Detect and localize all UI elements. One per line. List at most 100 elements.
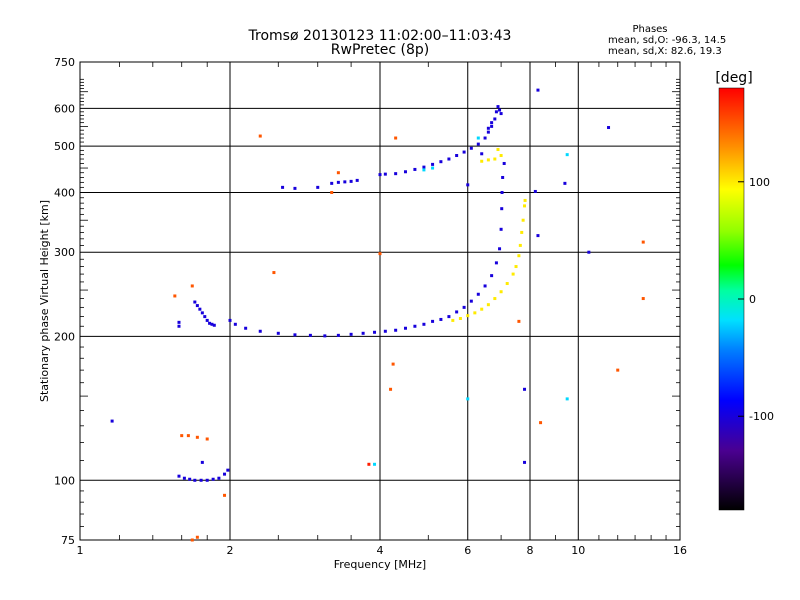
data-point	[199, 478, 203, 482]
data-point	[499, 112, 503, 116]
data-point	[258, 329, 262, 333]
data-point	[565, 153, 569, 157]
data-point	[536, 234, 540, 238]
data-point	[523, 460, 527, 464]
phases-heading: Phases	[632, 24, 667, 35]
data-point	[447, 157, 451, 161]
y-tick-label: 300	[54, 246, 75, 259]
data-point	[462, 150, 466, 154]
data-point	[511, 272, 515, 276]
data-point	[316, 185, 320, 189]
data-point	[349, 332, 353, 336]
phases-o-stats: mean, sd,O: -96.3, 14.5	[608, 35, 726, 46]
data-point	[587, 250, 591, 254]
data-point	[308, 333, 312, 337]
data-point	[520, 230, 524, 234]
x-tick-label: 16	[673, 544, 687, 557]
data-point	[480, 152, 484, 156]
data-point	[466, 314, 470, 318]
data-point	[361, 331, 365, 335]
colorbar-label: [deg]	[715, 70, 752, 86]
data-point	[500, 207, 504, 211]
x-tick-label: 6	[464, 544, 471, 557]
data-point	[383, 329, 387, 333]
y-tick-label: 400	[54, 186, 75, 199]
data-point	[431, 166, 435, 170]
data-point	[293, 333, 297, 337]
data-point	[182, 476, 186, 480]
data-point	[180, 434, 184, 438]
data-point	[272, 271, 276, 275]
data-point	[469, 299, 473, 303]
data-point	[343, 180, 347, 184]
data-point	[205, 437, 209, 441]
data-point	[483, 136, 487, 140]
data-point	[422, 168, 426, 172]
y-tick-label: 750	[54, 56, 75, 69]
data-point	[336, 171, 340, 175]
colorbar-tick-label: 0	[749, 293, 756, 306]
data-point	[533, 189, 537, 193]
data-point	[498, 108, 502, 112]
data-point	[383, 172, 387, 176]
data-point	[523, 387, 527, 391]
data-point	[490, 274, 494, 278]
data-point	[394, 136, 398, 140]
x-tick-label: 4	[377, 544, 384, 557]
data-point	[205, 318, 209, 322]
data-point	[496, 148, 500, 152]
data-point	[373, 462, 377, 466]
x-tick-label: 1	[77, 544, 84, 557]
data-point	[367, 462, 371, 466]
data-point	[403, 170, 407, 174]
data-point	[422, 165, 426, 169]
data-point	[195, 435, 199, 439]
data-point	[378, 252, 382, 256]
data-point	[490, 124, 494, 128]
data-point	[349, 179, 353, 183]
data-point	[616, 368, 620, 372]
data-point	[458, 316, 462, 320]
data-point	[355, 178, 359, 182]
data-point	[394, 328, 398, 332]
data-point	[413, 324, 417, 328]
data-point	[330, 190, 334, 194]
data-point	[391, 362, 395, 366]
data-point	[186, 434, 190, 438]
data-points	[110, 88, 645, 542]
data-point	[195, 304, 199, 308]
data-point	[228, 318, 232, 322]
data-point	[466, 397, 470, 401]
chart-subtitle: RwPretec (8p)	[331, 42, 429, 58]
data-point	[536, 88, 540, 92]
data-point	[281, 185, 285, 189]
data-point	[476, 292, 480, 296]
data-point	[565, 397, 569, 401]
data-point	[177, 474, 181, 478]
data-point	[110, 419, 114, 423]
data-point	[499, 154, 503, 158]
data-point	[198, 307, 202, 311]
data-point	[431, 162, 435, 166]
data-point	[451, 318, 455, 322]
x-tick-label: 2	[227, 544, 234, 557]
data-point	[486, 126, 490, 130]
plot-frame	[79, 61, 681, 541]
data-point	[641, 240, 645, 244]
data-point	[217, 476, 221, 480]
data-point	[293, 186, 297, 190]
data-point	[480, 307, 484, 311]
data-point	[210, 322, 214, 326]
colorbar-ticks: 100 0 -100	[738, 176, 774, 423]
data-point	[517, 319, 521, 323]
data-point	[493, 117, 497, 121]
data-point	[517, 254, 521, 258]
data-point	[336, 180, 340, 184]
data-point	[394, 172, 398, 176]
data-point	[607, 126, 611, 130]
data-point	[190, 284, 194, 288]
data-point	[389, 387, 393, 391]
data-point	[205, 478, 209, 482]
x-tick-label: 8	[527, 544, 534, 557]
data-point	[494, 261, 498, 265]
